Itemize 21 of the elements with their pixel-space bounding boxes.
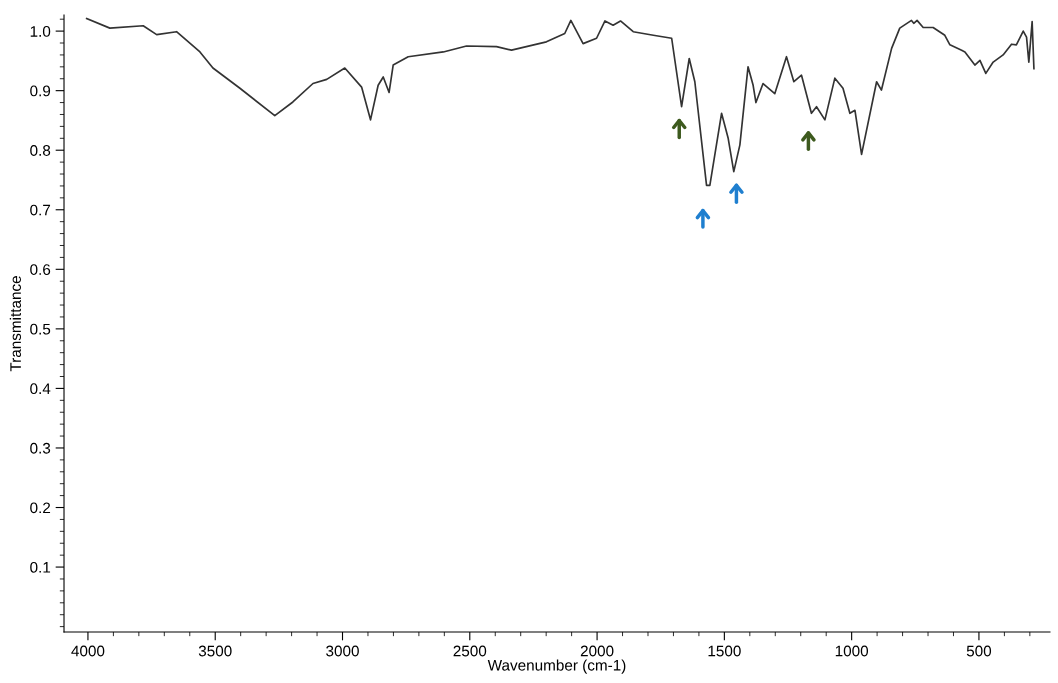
y-axis-title: Transmittance	[9, 276, 21, 372]
y-tick-label: 0.4	[30, 383, 51, 395]
x-tick-label: 4000	[71, 645, 105, 657]
y-tick-label: 0.1	[30, 561, 51, 573]
y-tick-label: 0.7	[30, 204, 51, 216]
y-tick-label: 0.2	[30, 502, 51, 514]
y-tick-label: 0.3	[30, 442, 51, 454]
x-tick-label: 1000	[835, 645, 869, 657]
y-tick-label: 0.5	[30, 323, 51, 335]
x-tick-label: 3500	[198, 645, 232, 657]
x-tick-label: 2500	[453, 645, 487, 657]
x-axis-title: Wavenumber (cm-1)	[487, 659, 626, 674]
x-tick-label: 500	[966, 645, 992, 657]
y-tick-label: 0.9	[30, 85, 51, 97]
line-series	[85, 17, 1035, 187]
y-tick-label: 0.8	[30, 145, 51, 156]
y-tick-label: 0.6	[30, 264, 51, 275]
x-tick-label: 1500	[708, 645, 741, 657]
x-tick-label: 3000	[326, 645, 359, 657]
x-tick-label: 2000	[580, 645, 614, 657]
y-tick-label: 1.0	[30, 25, 51, 37]
